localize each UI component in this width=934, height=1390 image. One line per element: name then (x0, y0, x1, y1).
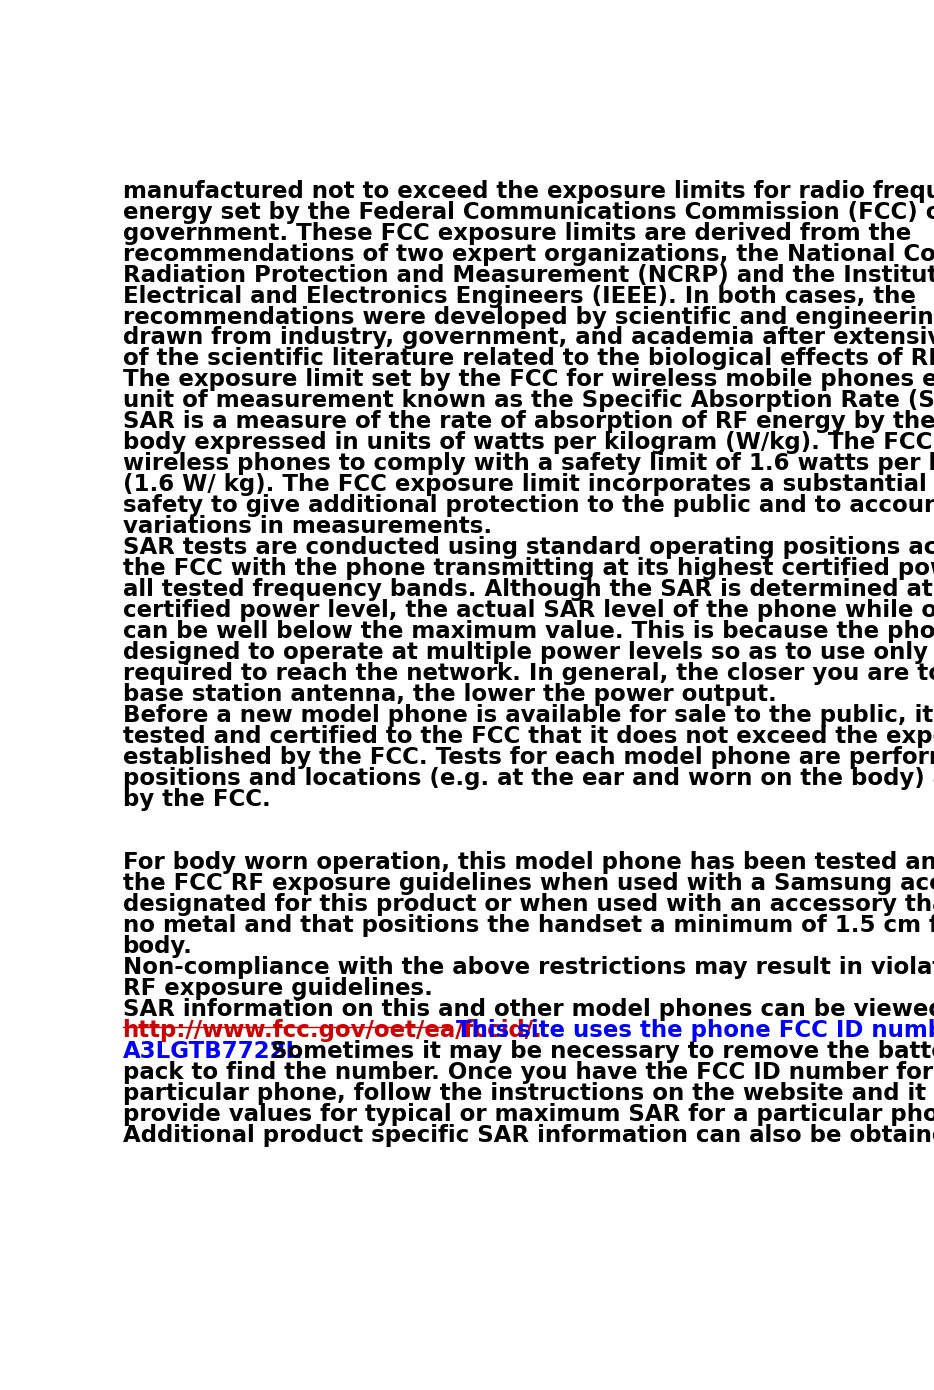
Text: of the scientific literature related to the biological effects of RF energy.: of the scientific literature related to … (122, 348, 934, 371)
Text: unit of measurement known as the Specific Absorption Rate (SAR). The: unit of measurement known as the Specifi… (122, 389, 934, 413)
Text: the FCC RF exposure guidelines when used with a Samsung accessory: the FCC RF exposure guidelines when used… (122, 872, 934, 895)
Text: variations in measurements.: variations in measurements. (122, 516, 491, 538)
Text: (1.6 W/ kg). The FCC exposure limit incorporates a substantial margin of: (1.6 W/ kg). The FCC exposure limit inco… (122, 474, 934, 496)
Text: base station antenna, the lower the power output.: base station antenna, the lower the powe… (122, 682, 776, 706)
Text: Radiation Protection and Measurement (NCRP) and the Institute of: Radiation Protection and Measurement (NC… (122, 264, 934, 286)
Text: SAR tests are conducted using standard operating positions accepted by: SAR tests are conducted using standard o… (122, 537, 934, 559)
Text: This site uses the phone FCC ID number,: This site uses the phone FCC ID number, (448, 1019, 934, 1041)
Text: http://www.fcc.gov/oet/ea/fccid/.: http://www.fcc.gov/oet/ea/fccid/. (122, 1019, 543, 1041)
Text: by the FCC.: by the FCC. (122, 788, 270, 810)
Text: Before a new model phone is available for sale to the public, it must be: Before a new model phone is available fo… (122, 705, 934, 727)
Text: Electrical and Electronics Engineers (IEEE). In both cases, the: Electrical and Electronics Engineers (IE… (122, 285, 915, 307)
Text: SAR is a measure of the rate of absorption of RF energy by the human: SAR is a measure of the rate of absorpti… (122, 410, 934, 434)
Text: designed to operate at multiple power levels so as to use only the power: designed to operate at multiple power le… (122, 641, 934, 664)
Text: established by the FCC. Tests for each model phone are performed in: established by the FCC. Tests for each m… (122, 746, 934, 769)
Text: Sometimes it may be necessary to remove the battery: Sometimes it may be necessary to remove … (262, 1040, 934, 1063)
Text: Additional product specific SAR information can also be obtained at: Additional product specific SAR informat… (122, 1123, 934, 1147)
Text: particular phone, follow the instructions on the website and it should: particular phone, follow the instruction… (122, 1081, 934, 1105)
Text: RF exposure guidelines.: RF exposure guidelines. (122, 977, 432, 999)
Text: A3LGTB7722I.: A3LGTB7722I. (122, 1040, 304, 1063)
Text: manufactured not to exceed the exposure limits for radio frequency (RF): manufactured not to exceed the exposure … (122, 179, 934, 203)
Text: wireless phones to comply with a safety limit of 1.6 watts per kilogram: wireless phones to comply with a safety … (122, 452, 934, 475)
Text: positions and locations (e.g. at the ear and worn on the body) as required: positions and locations (e.g. at the ear… (122, 767, 934, 790)
Text: can be well below the maximum value. This is because the phone is: can be well below the maximum value. Thi… (122, 620, 934, 644)
Text: tested and certified to the FCC that it does not exceed the exposure limit: tested and certified to the FCC that it … (122, 726, 934, 748)
Text: required to reach the network. In general, the closer you are to a wireless: required to reach the network. In genera… (122, 662, 934, 685)
Text: certified power level, the actual SAR level of the phone while operating: certified power level, the actual SAR le… (122, 599, 934, 623)
Text: Non-compliance with the above restrictions may result in violation of FCC: Non-compliance with the above restrictio… (122, 956, 934, 979)
Text: recommendations of two expert organizations, the National Counsel on: recommendations of two expert organizati… (122, 243, 934, 265)
Text: body expressed in units of watts per kilogram (W/kg). The FCC requires: body expressed in units of watts per kil… (122, 431, 934, 455)
Text: energy set by the Federal Communications Commission (FCC) of the U.S.: energy set by the Federal Communications… (122, 200, 934, 224)
Text: designated for this product or when used with an accessory that contains: designated for this product or when used… (122, 892, 934, 916)
Text: drawn from industry, government, and academia after extensive reviews: drawn from industry, government, and aca… (122, 327, 934, 349)
Text: The exposure limit set by the FCC for wireless mobile phones employs a: The exposure limit set by the FCC for wi… (122, 368, 934, 392)
Text: no metal and that positions the handset a minimum of 1.5 cm from the: no metal and that positions the handset … (122, 913, 934, 937)
Text: recommendations were developed by scientific and engineering experts: recommendations were developed by scient… (122, 306, 934, 328)
Text: safety to give additional protection to the public and to account for any: safety to give additional protection to … (122, 495, 934, 517)
Text: body.: body. (122, 935, 192, 958)
Text: government. These FCC exposure limits are derived from the: government. These FCC exposure limits ar… (122, 221, 911, 245)
Text: provide values for typical or maximum SAR for a particular phone.: provide values for typical or maximum SA… (122, 1102, 934, 1126)
Text: For body worn operation, this model phone has been tested and meets: For body worn operation, this model phon… (122, 851, 934, 874)
Text: the FCC with the phone transmitting at its highest certified power level in: the FCC with the phone transmitting at i… (122, 557, 934, 580)
Text: all tested frequency bands. Although the SAR is determined at the highest: all tested frequency bands. Although the… (122, 578, 934, 602)
Text: pack to find the number. Once you have the FCC ID number for a: pack to find the number. Once you have t… (122, 1061, 934, 1084)
Text: SAR information on this and other model phones can be viewed on-line at: SAR information on this and other model … (122, 998, 934, 1020)
